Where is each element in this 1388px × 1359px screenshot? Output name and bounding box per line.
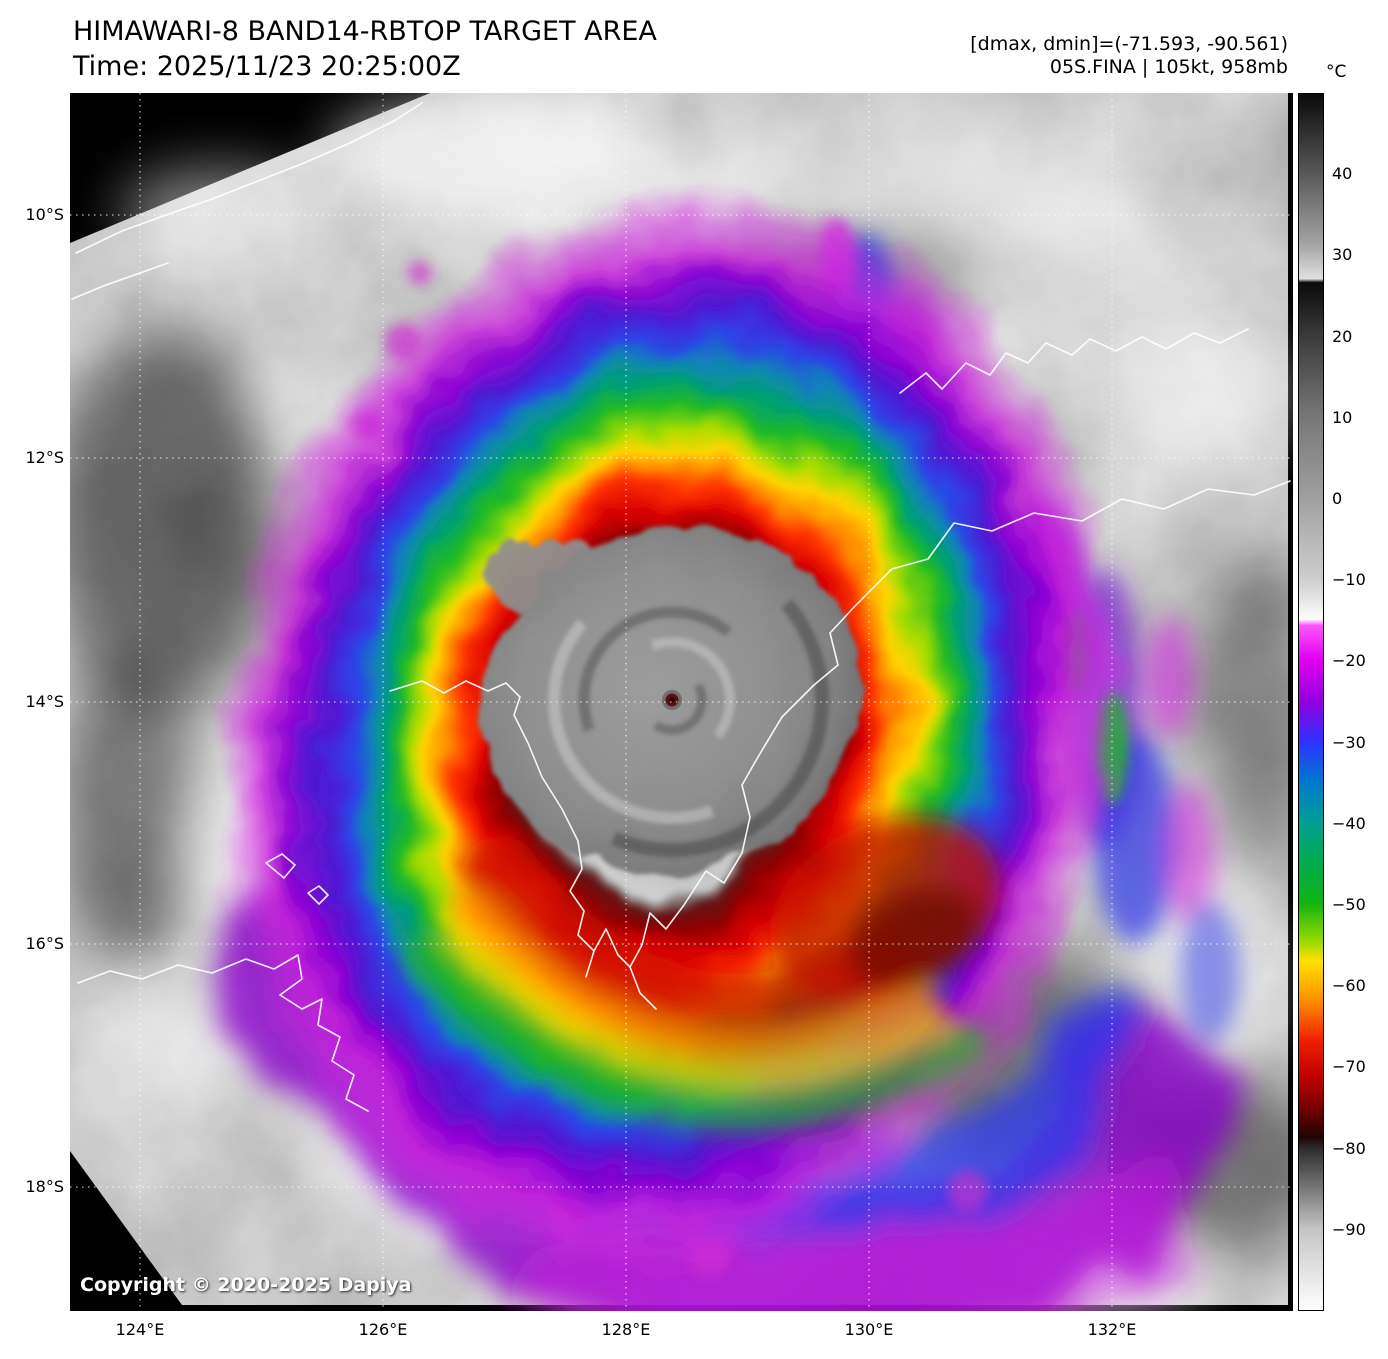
figure-timestamp: Time: 2025/11/23 20:25:00Z	[73, 51, 461, 82]
cdo-spiral-banding	[515, 543, 829, 857]
colorbar-tick: −90	[1332, 1220, 1366, 1239]
lon-tick-label: 126°E	[358, 1320, 408, 1339]
satellite-image	[70, 93, 1293, 1311]
colorbar-tick: −50	[1332, 895, 1366, 914]
colorbar-tick: −70	[1332, 1057, 1366, 1076]
copyright-label: Copyright © 2020-2025 Dapiya	[80, 1274, 412, 1296]
colorbar-tick: −80	[1332, 1139, 1366, 1158]
lat-tick-label: 12°S	[25, 448, 64, 467]
colorbar-tick: −60	[1332, 976, 1366, 995]
colorbar-tick: −20	[1332, 651, 1366, 670]
central-dense-overcast	[481, 525, 863, 875]
colorbar-tick: −10	[1332, 570, 1366, 589]
graticule-gridlines	[70, 93, 1293, 1311]
lat-tick-label: 10°S	[25, 205, 64, 224]
storm-eye	[662, 690, 682, 710]
colorbar-tick: −40	[1332, 814, 1366, 833]
colorbar-tick: 30	[1332, 245, 1353, 264]
colorbar-tick: −30	[1332, 733, 1366, 752]
colorbar-tick: 0	[1332, 489, 1343, 508]
lon-tick-label: 132°E	[1087, 1320, 1137, 1339]
lat-tick-label: 14°S	[25, 692, 64, 711]
colorbar-unit-label: °C	[1326, 62, 1347, 82]
coastlines	[71, 102, 1291, 1112]
lon-tick-label: 124°E	[115, 1320, 165, 1339]
lon-tick-label: 130°E	[844, 1320, 894, 1339]
storm-info-readout: 05S.FINA | 105kt, 958mb	[1049, 56, 1288, 78]
southern-cold-arcs	[404, 815, 1000, 1132]
colorbar-tick: 40	[1332, 164, 1353, 183]
satellite-plot-area: Copyright © 2020-2025 Dapiya	[70, 93, 1293, 1311]
colorbar	[1298, 93, 1324, 1311]
colorbar-tick: 20	[1332, 327, 1353, 346]
figure-title: HIMAWARI-8 BAND14-RBTOP TARGET AREA	[73, 16, 657, 47]
dmax-dmin-readout: [dmax, dmin]=(-71.593, -90.561)	[970, 33, 1288, 55]
lon-tick-label: 128°E	[601, 1320, 651, 1339]
lat-tick-label: 18°S	[25, 1177, 64, 1196]
colorbar-tick: 10	[1332, 408, 1353, 427]
lat-tick-label: 16°S	[25, 934, 64, 953]
